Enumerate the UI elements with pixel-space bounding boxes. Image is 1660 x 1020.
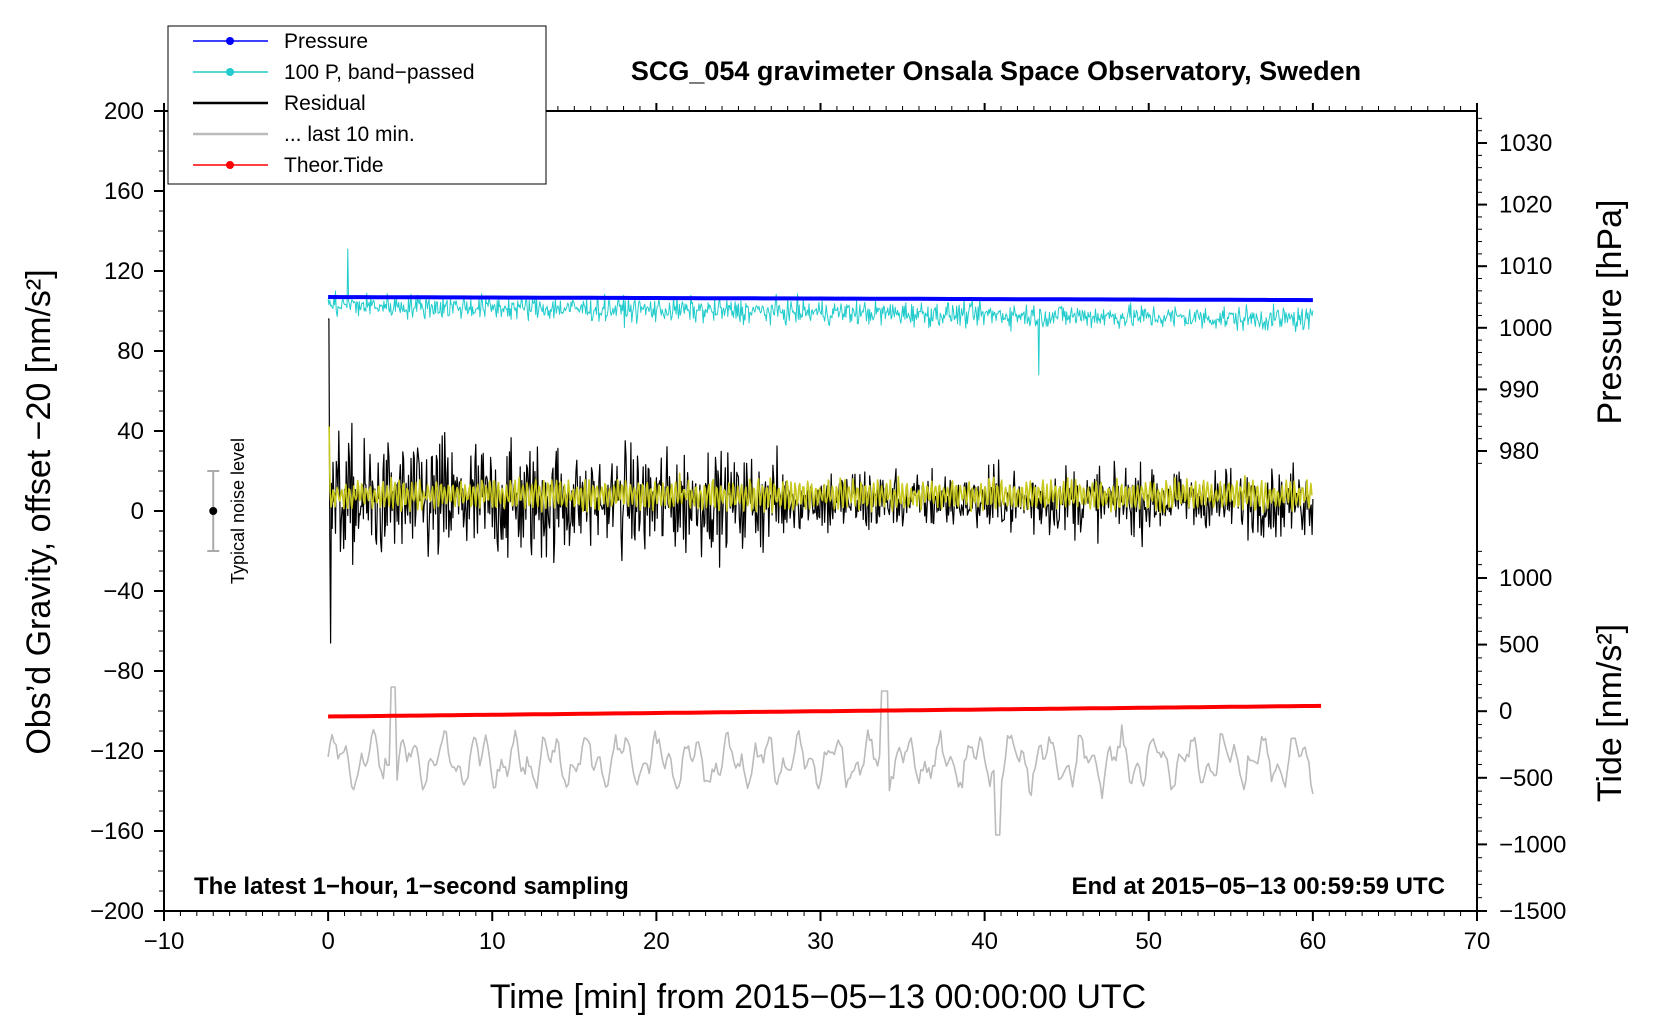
y-axis-pressure-title: Pressure [hPa] <box>1591 200 1629 425</box>
y-left-tick-label: −40 <box>103 578 144 605</box>
legend-label: ... last 10 min. <box>284 123 415 146</box>
x-axis: −10 0 10 20 30 40 50 60 70 <box>144 103 1491 955</box>
note-sampling: The latest 1−hour, 1−second sampling <box>194 873 629 900</box>
pressure-tick-label: 990 <box>1499 376 1539 403</box>
x-tick-label: 70 <box>1464 928 1491 955</box>
x-tick-label: 20 <box>643 928 670 955</box>
legend-box <box>167 25 547 185</box>
x-tick-label: 50 <box>1135 928 1162 955</box>
pressure-tick-label: 1000 <box>1499 315 1552 342</box>
noise-label: Typical noise level <box>228 438 248 584</box>
y-left-tick-label: 200 <box>104 98 144 125</box>
legend-label: Pressure <box>284 30 368 53</box>
series-layer <box>327 248 1322 836</box>
y-left-tick-label: 120 <box>104 258 144 285</box>
series-theor-tide <box>328 703 1322 719</box>
typical-noise-indicator: Typical noise level <box>207 438 248 584</box>
series-residual <box>328 318 1314 644</box>
pressure-tick-label: 1030 <box>1499 130 1552 157</box>
x-tick-label: −10 <box>144 928 185 955</box>
y-axis-tide: 1000 500 0 −500 −1000 −1500 <box>1477 550 1566 925</box>
y-left-tick-label: −80 <box>103 658 144 685</box>
legend-marker <box>226 68 234 76</box>
note-end-time: End at 2015−05−13 00:59:59 UTC <box>1071 873 1445 900</box>
legend-label: Residual <box>284 92 366 115</box>
legend-label: Theor.Tide <box>284 154 384 177</box>
x-tick-label: 60 <box>1300 928 1327 955</box>
y-left-tick-label: 160 <box>104 178 144 205</box>
x-tick-label: 0 <box>321 928 334 955</box>
tide-tick-label: 500 <box>1499 632 1539 659</box>
tide-tick-label: 1000 <box>1499 565 1552 592</box>
tide-tick-label: 0 <box>1499 698 1512 725</box>
y-axis-left: 200 160 120 80 40 0 −40 −80 −120 −160 −200 <box>90 98 164 925</box>
x-axis-title: Time [min] from 2015−05−13 00:00:00 UTC <box>490 978 1146 1016</box>
y-left-tick-label: 80 <box>117 338 144 365</box>
legend-marker <box>226 37 234 45</box>
legend-marker <box>226 161 234 169</box>
chart-title: SCG_054 gravimeter Onsala Space Observat… <box>631 56 1361 86</box>
series-residual-overlay <box>328 426 1313 514</box>
x-tick-label: 10 <box>479 928 506 955</box>
series-last-10-min <box>327 686 1314 836</box>
y-left-tick-label: −160 <box>90 818 144 845</box>
tide-tick-label: −1000 <box>1499 831 1566 858</box>
y-left-tick-label: 0 <box>131 498 144 525</box>
legend: Pressure 100 P, band−passed Residual ... la… <box>167 25 547 185</box>
series-pressure <box>328 295 1313 303</box>
tide-tick-label: −1500 <box>1499 898 1566 925</box>
y-left-tick-label: −200 <box>90 898 144 925</box>
noise-dot <box>209 507 218 515</box>
y-left-tick-label: 40 <box>117 418 144 445</box>
pressure-tick-label: 1020 <box>1499 192 1552 219</box>
y-axis-left-title: Obs’d Gravity, offset −20 [nm/s²] <box>20 269 58 754</box>
pressure-tick-label: 980 <box>1499 438 1539 465</box>
y-axis-tide-title: Tide [nm/s²] <box>1591 624 1629 802</box>
legend-label: 100 P, band−passed <box>284 61 475 84</box>
x-tick-label: 40 <box>971 928 998 955</box>
pressure-tick-label: 1010 <box>1499 253 1552 280</box>
x-tick-label: 30 <box>807 928 834 955</box>
series-pressure-bandpassed <box>327 248 1314 376</box>
y-axis-pressure: 1030 1020 1010 1000 990 980 <box>1477 117 1552 465</box>
tide-tick-label: −500 <box>1499 765 1553 792</box>
y-left-tick-label: −120 <box>90 738 144 765</box>
